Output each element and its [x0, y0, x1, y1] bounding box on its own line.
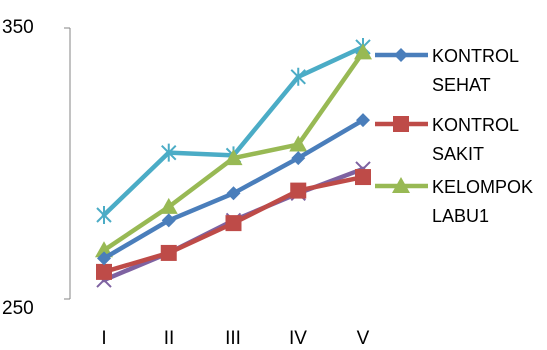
legend: KONTROL SEHAT KONTROL SAKIT KELOMPOK LABU1: [375, 46, 533, 226]
legend-label: KONTROL: [432, 115, 519, 135]
star-marker-shape: [290, 67, 306, 86]
triangle-marker-shape: [354, 43, 372, 60]
data-point: [97, 251, 111, 266]
square-marker-shape: [393, 116, 409, 132]
data-point: [355, 169, 371, 186]
legend-label: SAKIT: [432, 144, 484, 164]
x-tick-label: IV: [289, 328, 307, 349]
square-marker-shape: [160, 244, 177, 261]
legend-entry-3: KELOMPOK LABU1: [375, 177, 533, 226]
data-point: [159, 197, 178, 214]
x-tick-label: I: [101, 328, 106, 349]
legend-entry-2: KONTROL SAKIT: [375, 115, 519, 164]
data-point: [160, 244, 177, 261]
x-tick-label: II: [164, 328, 175, 349]
series-2: [96, 169, 371, 280]
x-axis: I II III IV V: [101, 328, 369, 349]
legend-label: KONTROL: [432, 46, 519, 66]
data-point: [356, 113, 370, 128]
diamond-marker-shape: [356, 113, 370, 128]
diamond-marker-shape: [394, 48, 408, 62]
diamond-marker-shape: [226, 186, 241, 201]
data-point: [161, 143, 177, 162]
legend-label: LABU1: [432, 206, 489, 226]
data-point: [161, 213, 176, 228]
y-tick-label-bottom: 250: [2, 298, 34, 319]
triangle-marker-shape: [224, 149, 243, 166]
data-point: [290, 182, 307, 199]
triangle-marker-shape: [289, 135, 308, 152]
star-marker-shape: [161, 143, 177, 162]
series-3: [95, 43, 372, 258]
legend-swatch-marker: [394, 48, 408, 62]
legend-swatch-marker: [393, 116, 409, 132]
data-point: [289, 135, 308, 152]
y-axis: 350 250: [2, 17, 71, 319]
triangle-marker-shape: [392, 177, 410, 193]
legend-label: KELOMPOK: [432, 177, 533, 197]
data-point: [96, 205, 112, 224]
x-tick-label: III: [225, 328, 241, 349]
data-point: [290, 67, 306, 86]
square-marker-shape: [355, 169, 371, 186]
star-marker-shape: [96, 205, 112, 224]
square-marker-shape: [290, 182, 307, 199]
data-point: [96, 263, 112, 280]
data-point: [291, 151, 306, 166]
legend-swatch-marker: [392, 177, 410, 193]
data-point: [224, 149, 243, 166]
series-layer: [95, 37, 372, 288]
legend-entry-1: KONTROL SEHAT: [375, 46, 519, 95]
x-tick-label: V: [357, 328, 370, 349]
series-1: [97, 113, 370, 266]
y-tick-label-top: 350: [2, 17, 34, 38]
diamond-marker-shape: [97, 251, 111, 266]
data-point: [226, 186, 241, 201]
square-marker-shape: [96, 263, 112, 280]
diamond-marker-shape: [291, 151, 306, 166]
square-marker-shape: [225, 215, 242, 232]
diamond-marker-shape: [161, 213, 176, 228]
data-point: [225, 215, 242, 232]
triangle-marker-shape: [159, 197, 178, 214]
data-point: [354, 43, 372, 60]
legend-label: SEHAT: [432, 75, 491, 95]
